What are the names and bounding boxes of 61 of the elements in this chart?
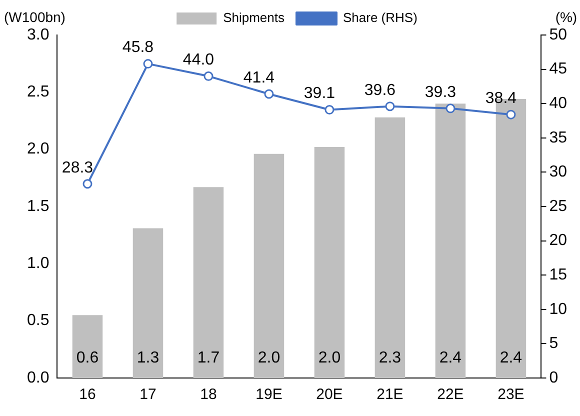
point (264, 89, 274, 99)
y2-tick-label: 40 (549, 95, 568, 112)
x-tick-label: 16 (79, 386, 96, 404)
bar (435, 104, 466, 378)
point (143, 59, 153, 69)
y-tick-label: 2.5 (26, 84, 50, 101)
x-tick-label: 19E (256, 386, 282, 404)
y2-tick-label: 5 (549, 335, 558, 352)
y2-tick-label: 0 (549, 369, 558, 386)
data-label: 1.7 (197, 349, 220, 366)
y-tick-label: 0.0 (26, 369, 50, 386)
point (324, 105, 334, 115)
point (506, 110, 516, 120)
y2-tick-label: 10 (549, 300, 568, 318)
bar (374, 117, 406, 378)
data-label: 28.3 (62, 159, 94, 176)
x-tick-label: 18 (200, 386, 217, 404)
bar (254, 154, 284, 378)
x-tick-label: 17 (140, 386, 156, 404)
x-tick-label: 20E (316, 386, 343, 404)
x-tick-label: 23E (498, 386, 524, 404)
y2-tick-label: 50 (549, 26, 568, 44)
data-label: 39.6 (364, 82, 396, 99)
data-label: 2.0 (318, 349, 341, 366)
data-label: 45.8 (122, 39, 154, 56)
x-tick-label: 22E (437, 386, 464, 404)
point (82, 179, 92, 189)
data-label: 39.1 (304, 85, 336, 102)
point (385, 102, 395, 112)
x-tick-label: 21E (376, 386, 404, 404)
data-label: 44.0 (182, 52, 214, 69)
point (446, 104, 456, 114)
data-label: 0.6 (76, 349, 99, 366)
point (204, 71, 214, 81)
y-tick-label: 0.5 (26, 312, 50, 330)
data-label: 1.3 (136, 349, 160, 366)
bar (132, 228, 164, 378)
data-label: 2.0 (258, 349, 280, 366)
y2-axis-title: (%) (555, 8, 578, 25)
y2-tick-label: 45 (549, 60, 568, 78)
data-label: 41.4 (243, 69, 275, 86)
data-label: 2.3 (378, 349, 402, 366)
y-tick-label: 1.0 (26, 255, 50, 272)
legend-label: Share (RHS) (343, 10, 418, 26)
y2-tick-label: 15 (549, 266, 568, 284)
data-label: 2.4 (500, 349, 522, 366)
data-label: 39.3 (424, 84, 456, 101)
y2-tick-label: 25 (549, 198, 568, 215)
bar (193, 187, 224, 378)
data-label: 38.4 (485, 90, 517, 107)
bar (72, 315, 103, 378)
y-tick-label: 3.0 (26, 26, 50, 44)
y2-tick-label: 30 (549, 164, 568, 181)
y-axis-title: (W100bn) (4, 8, 66, 25)
y-tick-label: 1.5 (26, 198, 50, 215)
legend-label: Shipments (223, 10, 286, 26)
y-tick-label: 2.0 (26, 140, 50, 158)
y2-tick-label: 20 (549, 232, 568, 250)
y2-tick-label: 35 (549, 129, 568, 146)
bar (314, 147, 345, 378)
data-label: 2.4 (439, 349, 462, 366)
